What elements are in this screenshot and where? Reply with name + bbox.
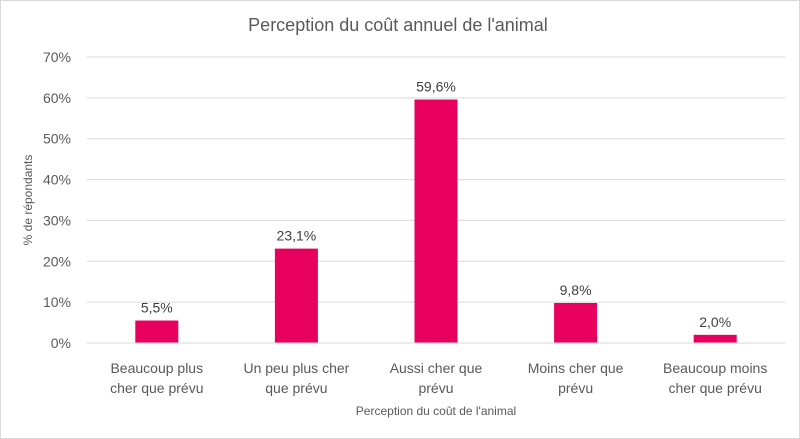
x-category-label: Beaucoup moins — [663, 360, 767, 376]
y-axis-ticks: 0% 10% 20% 30% 40% 50% 60% 70% — [43, 49, 71, 351]
y-tick-label: 20% — [43, 253, 71, 269]
x-category-label: Un peu plus cher — [243, 360, 349, 376]
x-category-label: Aussi cher que — [390, 360, 483, 376]
x-category-label: Beaucoup plus — [110, 360, 203, 376]
y-tick-label: 10% — [43, 294, 71, 310]
bars — [135, 99, 737, 344]
data-label: 5,5% — [141, 300, 173, 316]
bar — [135, 320, 179, 343]
bar — [554, 302, 598, 343]
bar — [693, 334, 737, 343]
data-label: 2,0% — [699, 314, 731, 330]
bar — [274, 248, 318, 343]
data-labels: 5,5% 23,1% 59,6% 9,8% 2,0% — [141, 78, 731, 329]
y-tick-label: 70% — [43, 49, 71, 65]
y-tick-label: 30% — [43, 212, 71, 228]
x-category-label: prévu — [558, 380, 593, 396]
x-axis-categories: Beaucoup plus cher que prévu Un peu plus c… — [110, 360, 767, 396]
data-label: 23,1% — [277, 228, 317, 244]
y-tick-label: 0% — [51, 335, 71, 351]
data-label: 59,6% — [416, 78, 456, 94]
bar — [414, 99, 458, 344]
x-category-label: que prévu — [265, 380, 327, 396]
y-tick-label: 60% — [43, 90, 71, 106]
x-category-label: prévu — [418, 380, 453, 396]
data-label: 9,8% — [560, 282, 592, 298]
x-category-label: cher que prévu — [668, 380, 761, 396]
y-axis-title: % de répondants — [21, 155, 35, 246]
x-axis-title: Perception du coût de l'animal — [356, 404, 516, 418]
chart-title: Perception du coût annuel de l'animal — [248, 15, 548, 35]
y-tick-label: 40% — [43, 172, 71, 188]
x-category-label: Moins cher que — [528, 360, 624, 376]
x-category-label: cher que prévu — [110, 380, 203, 396]
y-tick-label: 50% — [43, 131, 71, 147]
